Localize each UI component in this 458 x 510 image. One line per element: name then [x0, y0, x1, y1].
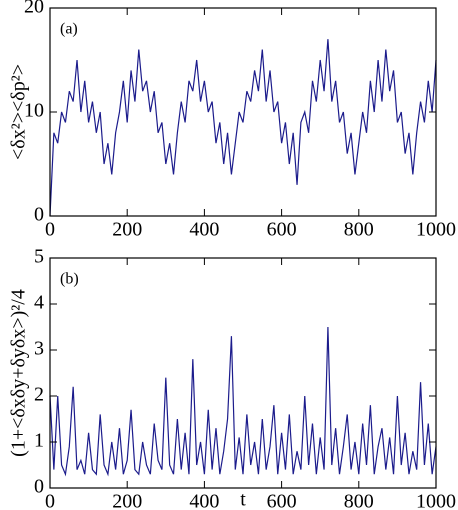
- y-tick-label: 5: [34, 246, 44, 268]
- x-tick-label: 1000: [416, 491, 456, 510]
- panel-label: (b): [60, 271, 79, 288]
- y-axis-label: (1+<δxδy+δyδx>)²/4: [8, 289, 30, 457]
- y-tick-label: 3: [34, 338, 44, 360]
- plot-frame: [49, 257, 437, 489]
- y-tick-label: 10: [24, 100, 44, 122]
- x-tick-label: 400: [189, 491, 219, 510]
- x-tick-label: 0: [45, 219, 55, 241]
- x-tick-label: 800: [344, 219, 374, 241]
- x-tick-label: 600: [267, 491, 297, 510]
- panel-label: (a): [60, 21, 78, 38]
- x-tick-label: 800: [344, 491, 374, 510]
- y-tick-label: 2: [34, 384, 44, 406]
- x-tick-label: 400: [189, 219, 219, 241]
- y-tick-label: 0: [34, 204, 44, 226]
- data-line: [49, 326, 437, 477]
- y-tick-label: 4: [34, 292, 44, 314]
- x-tick-label: 1000: [416, 219, 456, 241]
- x-axis-label: t: [240, 489, 246, 510]
- data-line: [49, 39, 437, 217]
- x-tick-label: 600: [267, 219, 297, 241]
- x-tick-label: 200: [112, 491, 142, 510]
- x-tick-label: 200: [112, 219, 142, 241]
- y-tick-label: 0: [34, 476, 44, 498]
- y-tick-label: 1: [34, 430, 44, 452]
- plot-frame: [49, 7, 437, 217]
- x-tick-label: 0: [45, 491, 55, 510]
- y-tick-label: 20: [24, 0, 44, 18]
- y-axis-label: <δx²><δp²>: [8, 64, 30, 160]
